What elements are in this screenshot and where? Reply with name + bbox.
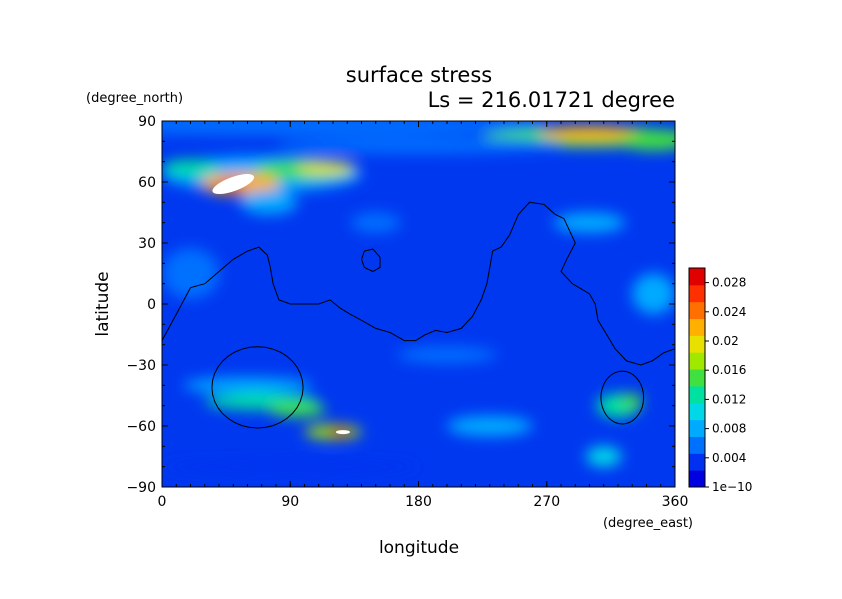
colorbar-swatch <box>689 436 705 454</box>
heatmap-blob <box>397 346 497 363</box>
heatmap-blob <box>162 460 419 473</box>
heatmap-blob <box>539 126 640 141</box>
colorbar-frame <box>688 267 706 488</box>
colorbar-label: 0.024 <box>712 305 746 319</box>
contour-lines <box>162 201 675 429</box>
saturated-spot <box>335 430 350 435</box>
heatmap-blob <box>162 248 219 299</box>
axes: 0 90 180 270 360 −90 −60 −30 0 30 60 90 <box>126 114 688 510</box>
y-tick-label: 30 <box>138 236 156 252</box>
heatmap-blob <box>183 377 312 394</box>
colorbar-label: 0.008 <box>712 422 746 436</box>
y-tick-label: −30 <box>126 358 156 374</box>
heatmap-blobs <box>162 121 675 473</box>
heatmap-blob <box>162 121 547 136</box>
colorbar-swatch <box>689 352 705 370</box>
colorbar-swatch <box>689 369 705 387</box>
contour-line <box>600 370 645 425</box>
colorbar-swatch <box>689 402 705 421</box>
heatmap-blob <box>162 159 219 176</box>
x-tick-label: 90 <box>281 494 299 510</box>
colorbar-swatch <box>689 470 705 488</box>
colorbar-label: 0.004 <box>712 451 746 465</box>
heatmap-blob <box>240 190 298 215</box>
heatmap-blob <box>618 132 675 151</box>
heatmap-blob <box>585 446 622 467</box>
y-units-label: (degree_north) <box>86 91 183 106</box>
x-units-label: (degree_east) <box>603 516 693 531</box>
heatmap-blob <box>632 273 675 315</box>
colorbar-label: 0.028 <box>712 276 746 290</box>
contour-line <box>211 346 304 429</box>
y-tick-label: 0 <box>147 297 156 313</box>
y-tick-label: 60 <box>138 175 156 191</box>
heatmap-blob <box>276 137 561 154</box>
colorbar-swatch <box>689 318 705 336</box>
colorbar-swatch <box>689 301 705 320</box>
heatmap-blob <box>622 393 643 410</box>
heatmap-field <box>162 121 675 487</box>
colorbar-label: 0.02 <box>712 334 739 348</box>
colorbar-swatch <box>689 284 705 303</box>
colorbar-label: 1e−10 <box>712 480 752 494</box>
colorbar-swatch <box>689 268 705 286</box>
y-tick-label: 90 <box>138 114 156 130</box>
contour-line <box>162 201 675 366</box>
y-tick-label: −90 <box>126 480 156 496</box>
colorbar-swatch <box>689 335 705 353</box>
x-axis-label: longitude <box>379 538 459 558</box>
heatmap-blob <box>553 212 626 233</box>
heatmap-blob <box>268 402 326 417</box>
colorbar-swatch <box>689 419 705 437</box>
y-tick-label: −60 <box>126 419 156 435</box>
colorbar: 1e−10 0.004 0.008 0.012 0.016 0.02 0.024 0.028 <box>688 267 752 494</box>
x-tick-label: 180 <box>405 494 432 510</box>
saturated-spot <box>212 174 255 195</box>
colorbar-swatch <box>689 385 705 404</box>
chart-title: surface stress <box>346 63 492 87</box>
x-tick-label: 0 <box>158 494 167 510</box>
heatmap-blob <box>297 161 355 174</box>
colorbar-label: 0.012 <box>712 392 746 406</box>
contour-line <box>360 248 381 273</box>
colorbar-label: 0.016 <box>712 363 746 377</box>
heatmap-blob <box>350 212 401 233</box>
x-tick-label: 360 <box>662 494 689 510</box>
chart-subtitle: Ls = 216.01721 degree <box>428 88 675 112</box>
y-axis-label: latitude <box>93 271 113 336</box>
colorbar-swatch <box>689 453 705 471</box>
heatmap-blob <box>447 415 533 437</box>
x-tick-label: 270 <box>533 494 560 510</box>
